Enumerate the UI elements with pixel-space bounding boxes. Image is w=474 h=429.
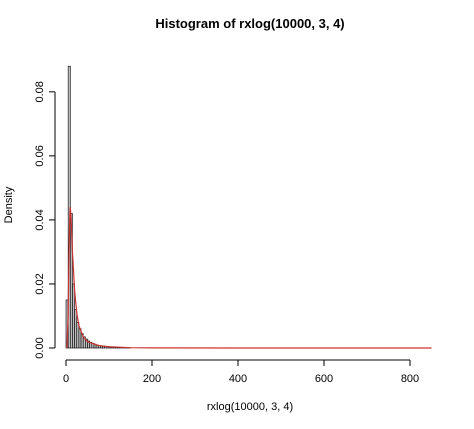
- x-axis-label: rxlog(10000, 3, 4): [207, 401, 293, 413]
- x-tick-label: 600: [315, 373, 333, 385]
- bar: [72, 284, 74, 348]
- y-tick-label: 0.02: [34, 273, 46, 294]
- y-tick-label: 0.00: [34, 337, 46, 358]
- x-tick-label: 400: [229, 373, 247, 385]
- y-tick-label: 0.08: [34, 81, 46, 102]
- chart-title: Histogram of rxlog(10000, 3, 4): [155, 16, 344, 31]
- y-tick-label: 0.04: [34, 209, 46, 230]
- x-tick-label: 200: [143, 373, 161, 385]
- y-tick-label: 0.06: [34, 145, 46, 166]
- bar: [75, 310, 77, 348]
- x-tick-label: 0: [63, 373, 69, 385]
- density-curve: [67, 207, 432, 348]
- x-tick-label: 800: [401, 373, 419, 385]
- y-axis-label: Density: [3, 186, 15, 223]
